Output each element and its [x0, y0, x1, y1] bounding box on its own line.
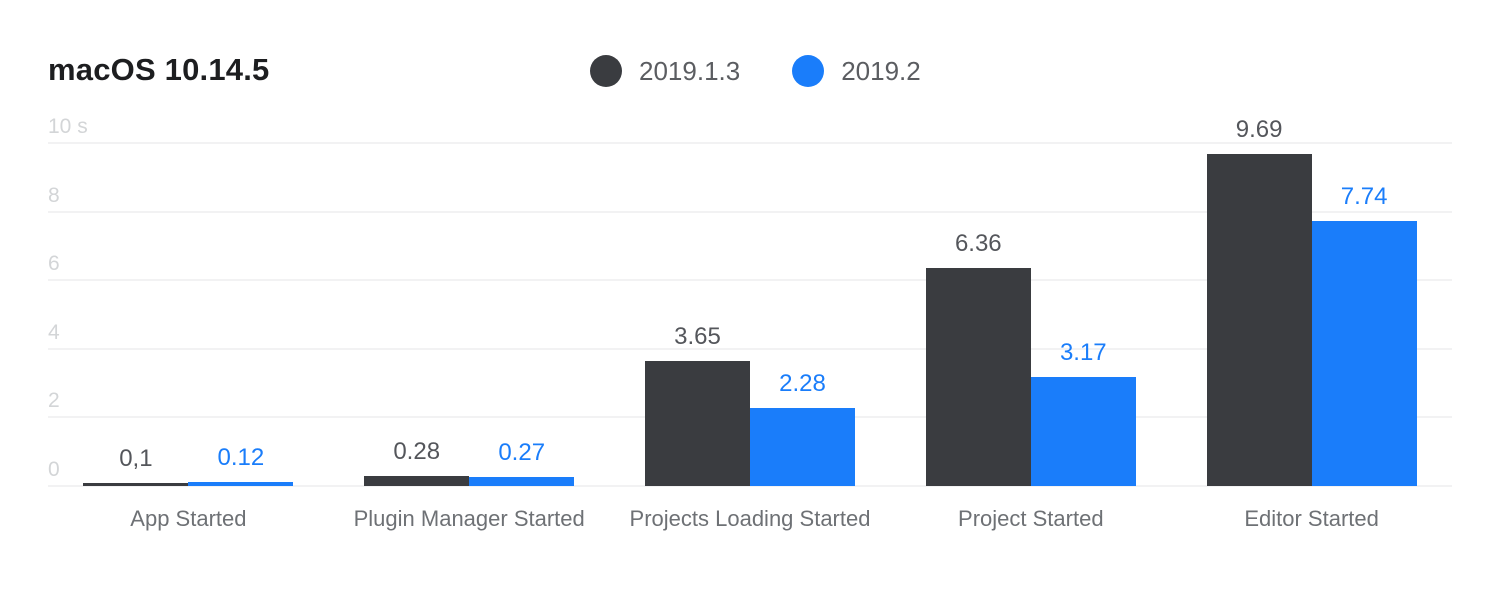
bar-2019-1-3-projects-loading-started	[645, 360, 750, 486]
y-axis-tick-label: 8	[48, 183, 60, 207]
bar-2019-2-app-started	[188, 481, 294, 486]
value-label-2019-2-projects-loading-started: 2.28	[779, 369, 826, 397]
y-axis-tick-label: 2	[48, 389, 60, 413]
y-axis-tick-label: 6	[48, 252, 60, 276]
bar-2019-2-projects-loading-started	[750, 407, 855, 486]
category-label-editor-started: Editor Started	[1244, 506, 1379, 531]
value-label-2019-2-plugin-manager-started: 0.27	[498, 438, 546, 466]
value-label-2019-2-project-started: 3.17	[1059, 339, 1107, 367]
bar-2019-2-project-started	[1030, 377, 1136, 486]
y-axis-tick-label: 4	[48, 320, 60, 344]
legend-item-2019-1-3: 2019.1.3	[590, 55, 740, 87]
gridline-y-10	[48, 142, 1452, 144]
value-label-2019-2-editor-started: 7.74	[1340, 182, 1388, 210]
bar-2019-1-3-editor-started	[1206, 153, 1312, 486]
bar-2019-2-plugin-manager-started	[469, 476, 575, 486]
value-label-2019-1-3-projects-loading-started: 3.65	[674, 322, 721, 350]
legend-swatch-icon	[590, 55, 622, 87]
y-axis-tick-label: 10 s	[48, 115, 88, 138]
value-label-2019-1-3-editor-started: 9.69	[1235, 115, 1283, 143]
gridline-y-0	[48, 485, 1452, 487]
legend-label: 2019.1.3	[639, 55, 741, 86]
bar-2019-1-3-app-started	[83, 482, 189, 486]
bar-2019-2-editor-started	[1311, 220, 1417, 486]
bar-2019-1-3-plugin-manager-started	[364, 476, 470, 486]
bar-2019-1-3-project-started	[925, 267, 1031, 486]
value-label-2019-1-3-plugin-manager-started: 0.28	[393, 438, 441, 466]
gridline-y-6	[48, 279, 1452, 282]
value-label-2019-1-3-project-started: 6.36	[954, 229, 1002, 257]
chart-legend: 2019.1.3 2019.2	[590, 55, 921, 87]
category-label-project-started: Project Started	[958, 506, 1104, 531]
gridline-y-4	[48, 347, 1452, 350]
chart-title: macOS 10.14.5	[48, 52, 270, 87]
legend-item-2019-2: 2019.2	[792, 55, 921, 87]
value-label-2019-2-app-started: 0.12	[217, 443, 265, 471]
gridline-y-8	[48, 210, 1452, 213]
category-label-projects-loading-started: Projects Loading Started	[629, 506, 871, 531]
y-axis-tick-label: 0	[48, 458, 60, 481]
category-label-plugin-manager-started: Plugin Manager Started	[353, 506, 585, 531]
category-label-app-started: App Started	[130, 506, 247, 531]
legend-swatch-icon	[792, 55, 825, 87]
legend-label: 2019.2	[841, 55, 921, 86]
value-label-2019-1-3-app-started: 0,1	[119, 444, 153, 472]
